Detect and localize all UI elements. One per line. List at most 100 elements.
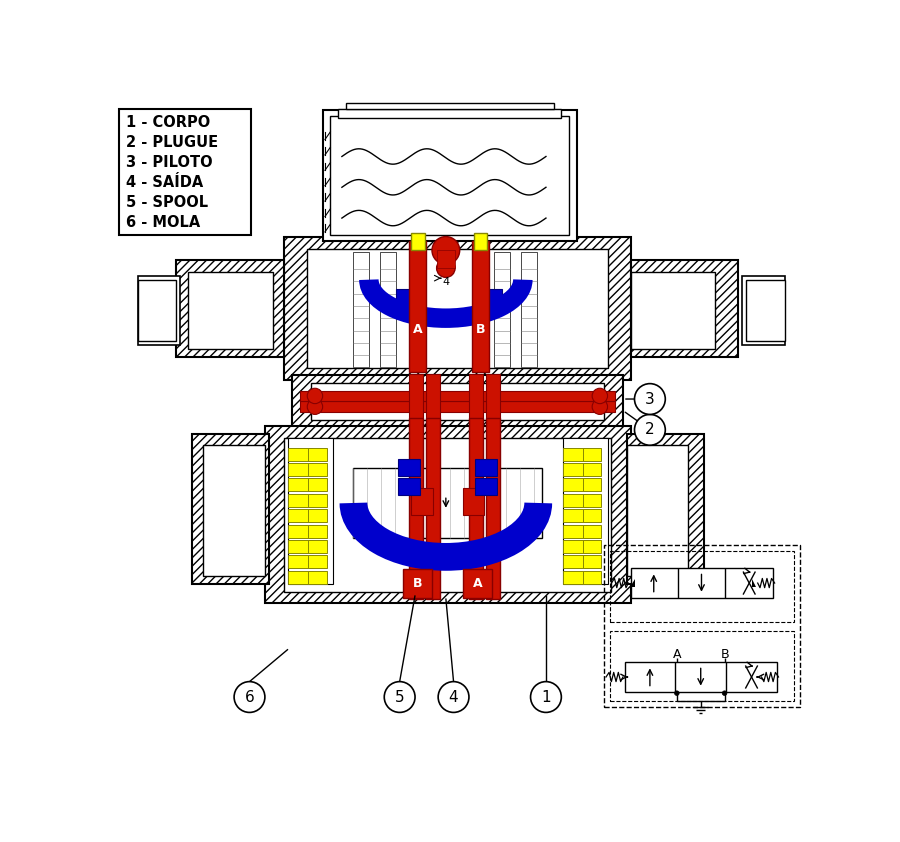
Bar <box>288 463 312 476</box>
Circle shape <box>234 682 265 712</box>
Bar <box>631 272 716 349</box>
Bar <box>292 376 623 428</box>
Text: B: B <box>476 323 485 336</box>
Bar <box>626 434 704 584</box>
Circle shape <box>384 682 415 712</box>
Bar <box>284 237 631 380</box>
Bar <box>562 556 588 568</box>
Bar <box>562 493 588 507</box>
Bar <box>562 571 588 584</box>
Bar <box>469 418 482 600</box>
Bar <box>330 115 569 235</box>
Bar <box>311 383 604 420</box>
Bar <box>300 391 616 402</box>
Text: 4: 4 <box>442 277 449 287</box>
Bar <box>203 445 265 576</box>
Bar <box>381 252 396 367</box>
Bar <box>354 252 369 367</box>
Bar <box>583 493 601 507</box>
Bar <box>398 459 419 476</box>
Bar <box>288 448 312 461</box>
Polygon shape <box>752 579 756 587</box>
Circle shape <box>723 690 727 695</box>
Bar <box>562 525 588 538</box>
Text: 5: 5 <box>395 690 404 705</box>
Bar <box>409 241 426 372</box>
Bar <box>288 540 312 553</box>
Bar <box>338 109 562 118</box>
Bar <box>583 571 601 584</box>
Bar <box>631 568 773 598</box>
Text: B: B <box>412 578 422 590</box>
Bar <box>192 434 269 584</box>
Bar <box>426 374 440 428</box>
Bar <box>308 571 327 584</box>
Circle shape <box>592 388 608 403</box>
Bar <box>583 448 601 461</box>
Bar <box>472 241 489 372</box>
Bar <box>473 233 488 250</box>
Bar <box>138 280 176 341</box>
Bar <box>308 478 327 492</box>
Bar <box>308 463 327 476</box>
Bar <box>626 663 777 691</box>
Bar <box>346 103 554 109</box>
Bar <box>354 468 542 538</box>
Polygon shape <box>630 579 634 587</box>
Bar <box>265 426 631 603</box>
Bar <box>746 280 785 341</box>
Text: 3 - PILOTO: 3 - PILOTO <box>125 155 212 170</box>
Bar <box>583 509 601 522</box>
Bar <box>562 438 608 584</box>
Bar <box>562 448 588 461</box>
Text: A: A <box>672 648 681 661</box>
Bar <box>583 478 601 492</box>
Text: 3: 3 <box>645 392 655 407</box>
Text: 4: 4 <box>449 690 458 705</box>
Bar <box>631 260 738 357</box>
Text: 1: 1 <box>541 690 551 705</box>
Bar <box>308 556 327 568</box>
Text: B: B <box>720 648 729 661</box>
Bar <box>288 509 312 522</box>
Bar <box>308 509 327 522</box>
Bar <box>463 488 484 514</box>
Bar <box>288 478 312 492</box>
Bar <box>176 260 284 357</box>
Bar <box>463 569 492 599</box>
Bar <box>469 374 482 428</box>
Circle shape <box>592 399 608 414</box>
Bar <box>475 459 497 476</box>
Text: A: A <box>412 323 422 336</box>
Bar <box>119 109 251 235</box>
Bar <box>288 556 312 568</box>
Text: 6: 6 <box>245 690 255 705</box>
Bar <box>411 488 433 514</box>
Bar <box>475 478 497 495</box>
Text: 6 - MOLA: 6 - MOLA <box>125 216 200 230</box>
Bar <box>288 525 312 538</box>
Circle shape <box>634 414 665 445</box>
Circle shape <box>307 399 323 414</box>
Bar <box>583 463 601 476</box>
Bar <box>409 374 423 428</box>
Bar <box>436 250 455 268</box>
Bar <box>396 289 418 304</box>
Circle shape <box>438 682 469 712</box>
Circle shape <box>674 690 680 695</box>
Circle shape <box>307 388 323 403</box>
Bar <box>300 402 616 412</box>
Bar <box>562 540 588 553</box>
Circle shape <box>432 237 460 264</box>
Bar <box>562 509 588 522</box>
Bar <box>288 493 312 507</box>
Bar <box>494 252 509 367</box>
Bar <box>562 463 588 476</box>
Bar <box>188 272 273 349</box>
Bar <box>583 525 601 538</box>
Text: 5 - SPOOL: 5 - SPOOL <box>125 195 208 210</box>
Bar <box>307 249 608 368</box>
Circle shape <box>436 258 455 277</box>
Bar <box>288 438 333 584</box>
Bar <box>402 569 432 599</box>
